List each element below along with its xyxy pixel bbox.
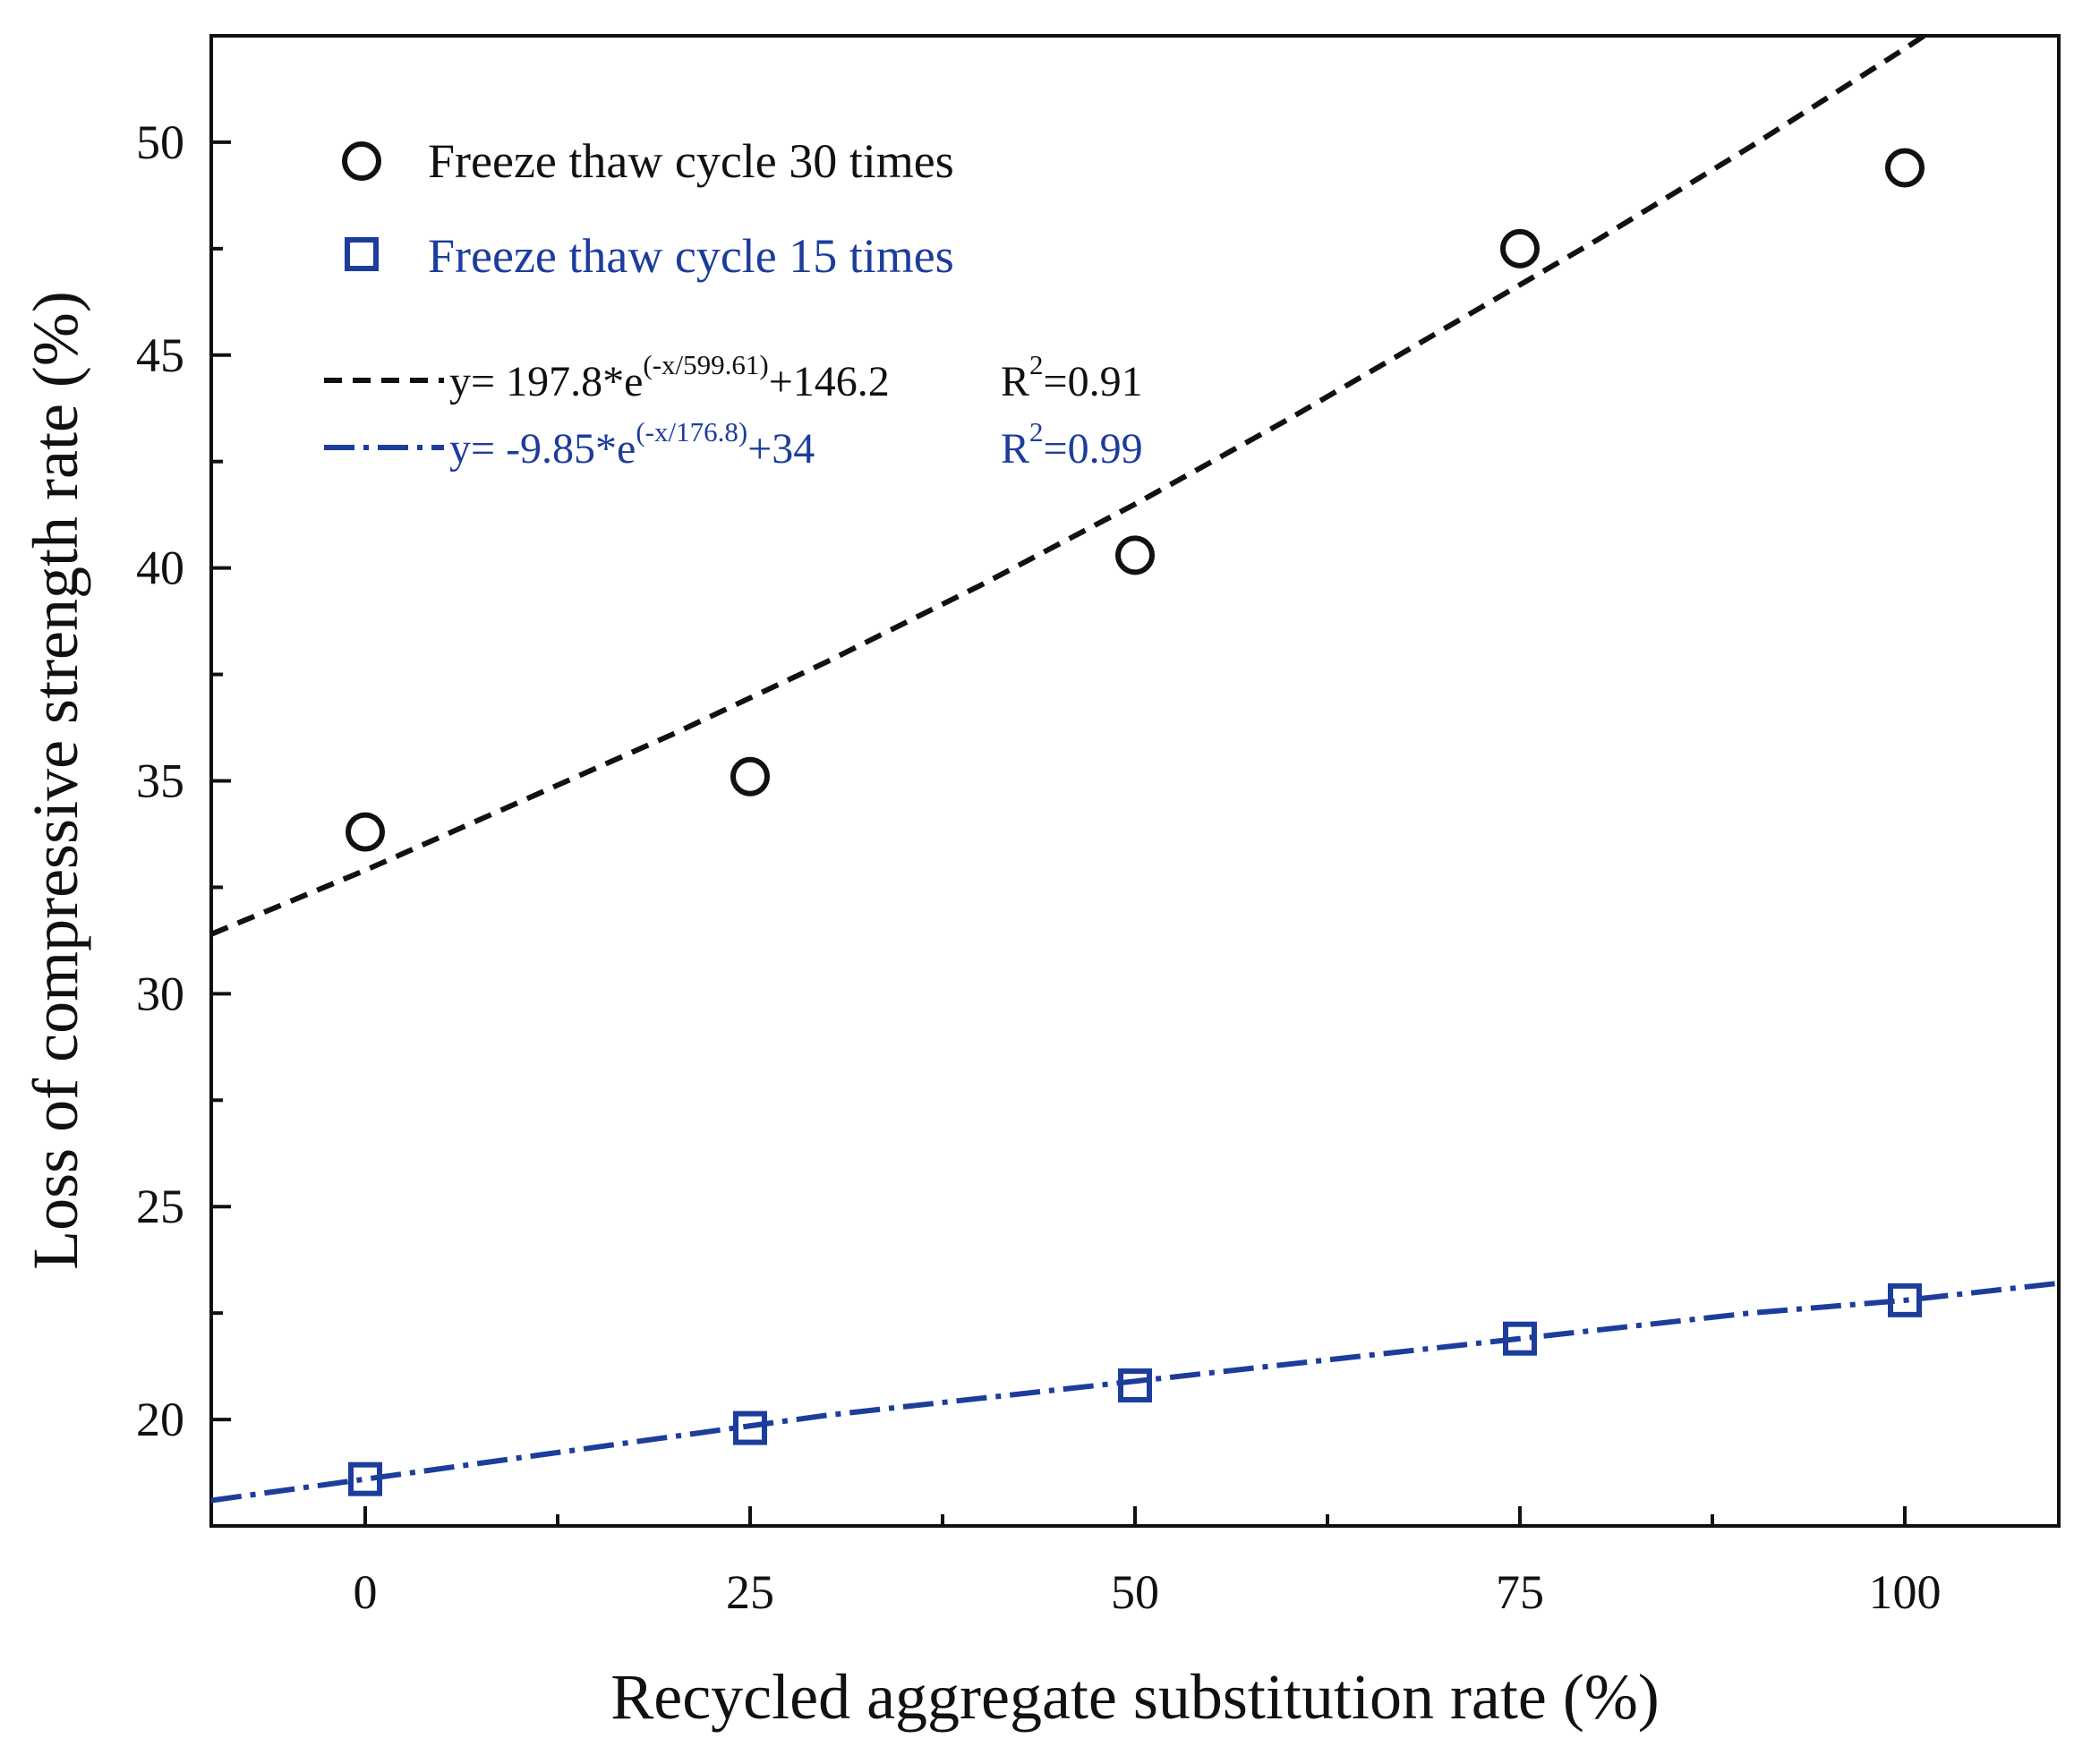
y-axis-title: Loss of compressive strength rate (%) bbox=[20, 291, 91, 1270]
y-axis: 20 25 30 35 40 45 50 bbox=[136, 115, 231, 1446]
fit-r2-1-prefix: R bbox=[1001, 358, 1029, 405]
fit-equation-1: y= 197.8*e(-x/599.61)+146.2 bbox=[449, 349, 890, 405]
fit-equation-2: y= -9.85*e(-x/176.8)+34 bbox=[449, 416, 815, 473]
x-tick-label: 100 bbox=[1869, 1565, 1942, 1619]
y-tick-label: 25 bbox=[136, 1180, 184, 1233]
legend: Freeze thaw cycle 30 times Freeze thaw c… bbox=[324, 134, 1143, 473]
fit-equation-1-exponent: (-x/599.61) bbox=[643, 349, 768, 380]
series-2-point-3 bbox=[1118, 1368, 1152, 1403]
fit-r2-1-suffix: =0.91 bbox=[1044, 358, 1143, 405]
legend-label-series-2: Freeze thaw cycle 15 times bbox=[428, 229, 954, 283]
fit-curve-2 bbox=[211, 1280, 2059, 1504]
fit-r2-2-exponent: 2 bbox=[1029, 416, 1044, 447]
fit-r2-1: R2=0.91 bbox=[1001, 349, 1143, 405]
fit-r2-2: R2=0.99 bbox=[1001, 416, 1143, 473]
series-1-point-5 bbox=[1885, 148, 1925, 188]
legend-marker-square bbox=[345, 237, 379, 271]
series-2-point-1 bbox=[348, 1461, 382, 1496]
fit-equation-1-suffix: +146.2 bbox=[769, 358, 890, 405]
y-tick-label: 40 bbox=[136, 541, 184, 595]
x-tick-label: 50 bbox=[1111, 1565, 1159, 1619]
series-2-point-5 bbox=[1888, 1283, 1922, 1317]
series-1-point-2 bbox=[730, 756, 770, 797]
fit-equation-2-prefix: y= -9.85*e bbox=[449, 425, 636, 473]
fit-equation-2-suffix: +34 bbox=[747, 425, 815, 473]
y-tick-label: 35 bbox=[136, 754, 184, 808]
x-tick-label: 75 bbox=[1496, 1565, 1544, 1619]
data-markers bbox=[346, 148, 1925, 1496]
fit-r2-2-prefix: R bbox=[1001, 425, 1029, 473]
x-tick-label: 25 bbox=[726, 1565, 774, 1619]
y-tick-label: 45 bbox=[136, 328, 184, 382]
fit-r2-2-suffix: =0.99 bbox=[1044, 425, 1143, 473]
x-axis: 0 25 50 75 100 bbox=[354, 1506, 1942, 1619]
fit-equation-2-exponent: (-x/176.8) bbox=[636, 416, 747, 447]
fit-r2-1-exponent: 2 bbox=[1029, 349, 1044, 380]
y-tick-label: 30 bbox=[136, 967, 184, 1020]
legend-label-series-1: Freeze thaw cycle 30 times bbox=[428, 134, 954, 188]
fit-equation-1-prefix: y= 197.8*e bbox=[449, 358, 643, 405]
x-axis-title: Recycled aggregate substitution rate (%) bbox=[610, 1661, 1660, 1733]
fit-curve-1 bbox=[211, 36, 1929, 937]
legend-marker-circle bbox=[342, 141, 381, 181]
series-1-point-1 bbox=[346, 812, 385, 852]
series-2-point-2 bbox=[733, 1410, 767, 1445]
x-tick-label: 0 bbox=[354, 1565, 378, 1619]
y-tick-label: 50 bbox=[136, 115, 184, 169]
series-1-point-3 bbox=[1115, 535, 1155, 575]
fit-lines bbox=[211, 36, 2059, 1504]
y-tick-label: 20 bbox=[136, 1393, 184, 1446]
series-2-point-4 bbox=[1503, 1321, 1537, 1356]
series-1-point-4 bbox=[1500, 228, 1540, 268]
